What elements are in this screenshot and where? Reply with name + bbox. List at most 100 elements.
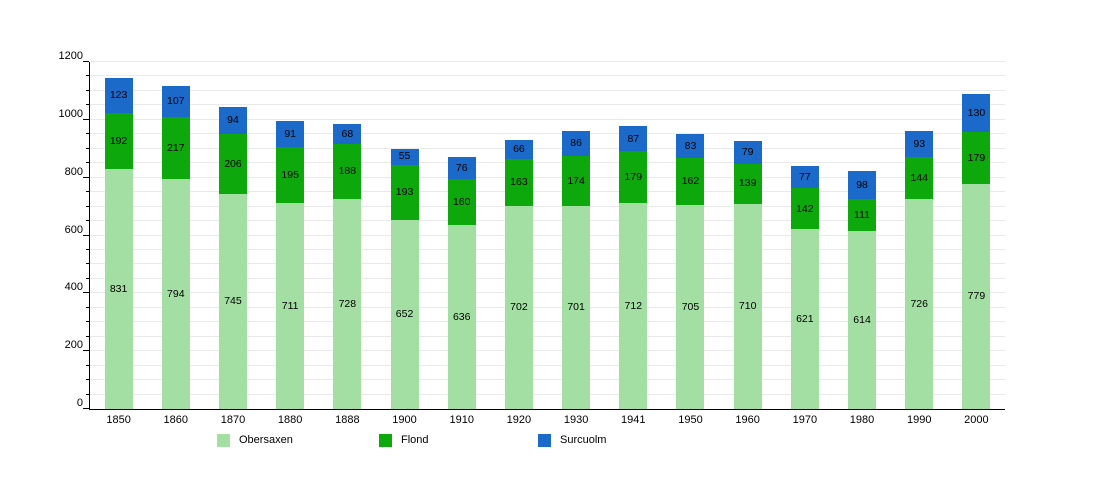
bar-value-label: 745 [224,295,242,308]
bar-value-label: 636 [452,310,471,323]
bar-value-label: 142 [796,202,814,215]
bar-value-label: 712 [624,299,643,312]
bar-value-label: 144 [910,172,928,185]
bar-value-label: 217 [167,141,185,154]
y-axis-label-400: 400 [64,281,83,294]
x-axis-line [89,409,1005,410]
gridline-100 [90,379,1005,381]
y-minor-tick-100 [86,379,89,381]
y-major-tick-200 [83,350,89,352]
gridline-300 [90,321,1005,323]
y-minor-tick-1100 [86,89,89,91]
legend-swatch-surcuolm [538,433,551,447]
bar-value-label: 83 [684,140,697,153]
y-axis-label-1200: 1200 [58,50,83,62]
bar-segment-surcuolm-1880: 91 [276,120,305,148]
bar-segment-flond-1920: 163 [504,158,533,207]
y-axis-label-0: 0 [76,397,83,409]
bar-value-label: 76 [455,161,468,174]
gridline-150 [90,364,1005,366]
bar-value-label: 702 [510,301,528,314]
gridline-650 [90,220,1005,222]
gridline-500 [90,263,1005,265]
x-axis-label-1910: 1910 [449,414,474,426]
bar-segment-surcuolm-1930: 86 [562,131,591,156]
x-axis-label-1920: 1920 [506,414,532,426]
legend-swatch-obersaxen [217,433,230,447]
gridline-700 [90,205,1005,207]
bar-value-label: 160 [452,195,471,208]
y-major-tick-0 [83,408,89,409]
x-axis-label-1880: 1880 [277,414,303,426]
x-axis-label-1950: 1950 [678,414,703,426]
bar-segment-flond-1960: 139 [733,163,762,204]
bar-value-label: 163 [510,176,528,189]
bar-value-label: 831 [109,282,128,295]
bar-segment-surcuolm-1970: 77 [790,166,819,189]
x-axis-label-1860: 1860 [163,414,189,426]
bar-segment-flond-1950: 162 [676,158,705,206]
bar-segment-surcuolm-1920: 66 [504,139,533,159]
x-axis-label-1970: 1970 [792,414,818,426]
bar-value-label: 79 [741,145,754,158]
bar-segment-flond-1970: 142 [790,188,819,230]
bar-value-label: 794 [167,287,185,300]
y-minor-tick-250 [86,335,89,337]
bar-segment-obersaxen-1920: 702 [504,206,533,409]
bar-segment-surcuolm-1960: 79 [733,140,762,164]
bar-value-label: 91 [284,127,296,140]
gridline-600 [90,234,1005,236]
bar-segment-surcuolm-1980: 98 [848,171,877,200]
x-axis-label-1930: 1930 [563,414,589,426]
y-minor-tick-1050 [86,104,89,106]
bar-segment-obersaxen-1941: 712 [619,203,648,409]
y-axis-label-600: 600 [64,223,83,236]
bar-segment-obersaxen-1930: 701 [562,206,591,409]
y-major-tick-400 [83,292,89,294]
gridline-400 [90,292,1005,294]
gridline-800 [90,176,1005,178]
bar-segment-surcuolm-1900: 55 [390,148,419,165]
y-minor-tick-950 [86,133,89,135]
bar-value-label: 614 [853,313,871,326]
bar-value-label: 94 [227,114,239,127]
y-major-tick-800 [83,176,89,178]
bar-value-label: 193 [395,186,414,199]
y-minor-tick-750 [86,191,89,193]
y-minor-tick-300 [86,321,89,323]
gridline-1000 [90,118,1005,120]
gridline-200 [90,350,1005,352]
gridline-850 [90,162,1005,164]
gridline-550 [90,248,1005,250]
legend-item-obersaxen: Obersaxen [217,430,293,450]
bar-value-label: 621 [796,312,814,325]
gridline-1050 [90,104,1005,106]
bar-segment-surcuolm-1950: 83 [676,134,705,159]
gridline-950 [90,133,1005,135]
gridline-1200 [90,61,1005,62]
bar-value-label: 66 [513,143,525,156]
bar-segment-obersaxen-1880: 711 [276,203,305,409]
bar-value-label: 123 [109,89,128,102]
bar-segment-surcuolm-1941: 87 [619,126,648,152]
bar-segment-obersaxen-1860: 794 [161,179,190,409]
bar-value-label: 728 [338,297,357,310]
y-axis-label-1000: 1000 [58,107,83,120]
x-axis-label-1888: 1888 [335,414,360,426]
gridline-900 [90,147,1005,149]
bar-segment-flond-1900: 193 [390,164,419,221]
bar-value-label: 192 [109,134,128,147]
bar-segment-surcuolm-1910: 76 [447,156,476,179]
bar-segment-surcuolm-1888: 68 [333,124,362,145]
bar-segment-flond-1850: 192 [104,113,133,169]
legend-label-flond: Flond [401,434,429,446]
bar-value-label: 188 [338,165,357,178]
bar-segment-flond-1930: 174 [562,155,591,207]
bar-value-label: 701 [567,301,585,314]
bar-value-label: 652 [395,308,414,321]
y-axis-label-200: 200 [64,339,83,352]
x-axis-label-1960: 1960 [735,414,760,426]
bar-segment-flond-1910: 160 [447,178,476,226]
bar-value-label: 195 [281,168,299,181]
